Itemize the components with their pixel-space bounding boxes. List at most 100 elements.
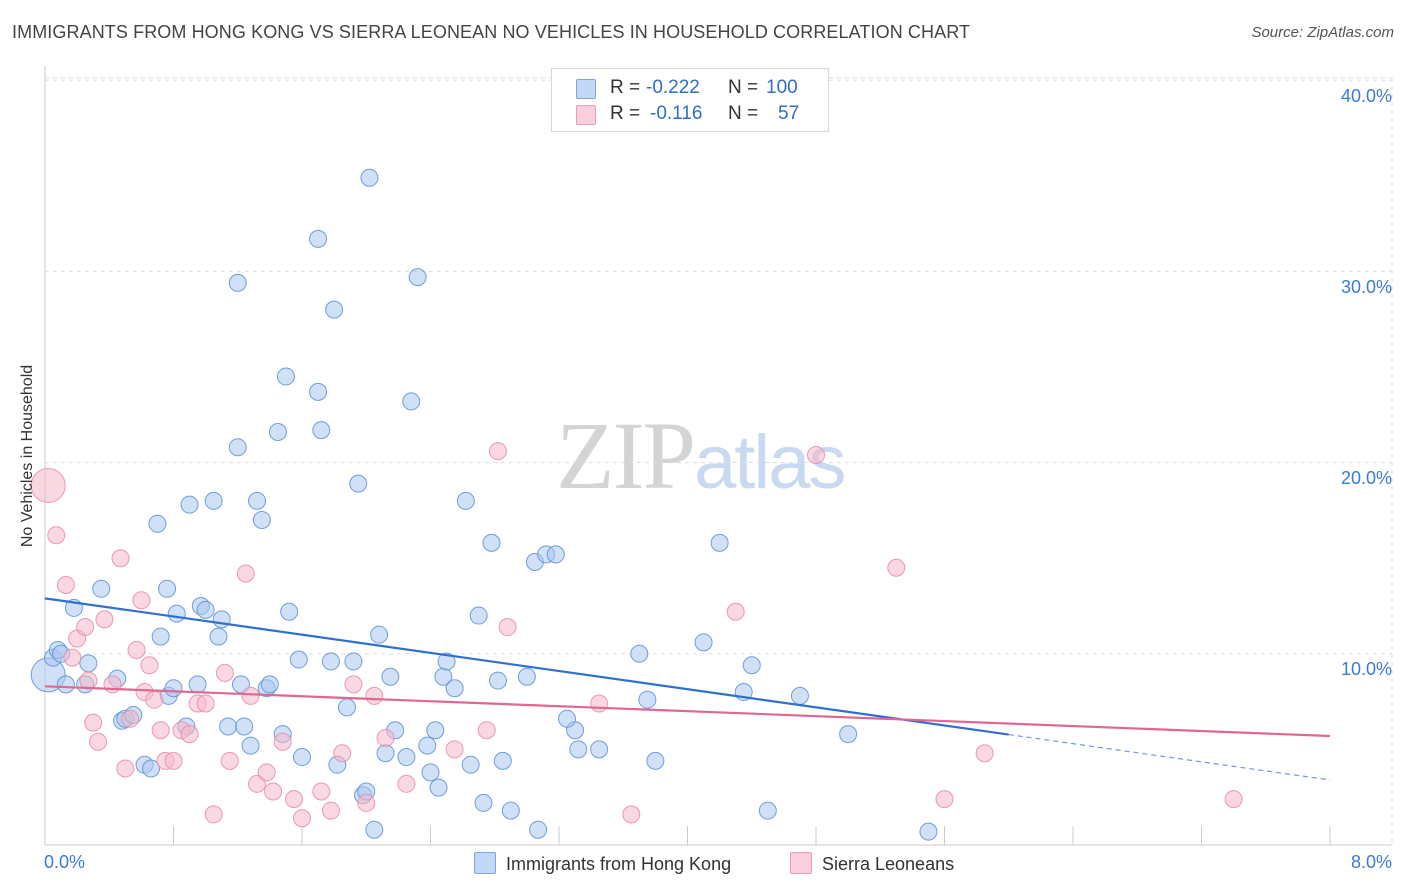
sierra-leonean-point <box>477 721 496 740</box>
hong-kong-point <box>309 382 328 401</box>
series-sierra-leonean-points <box>30 442 1243 828</box>
hong-kong-point <box>445 679 464 698</box>
bottom-legend-swatch-blue <box>474 852 496 874</box>
hong-kong-point <box>919 822 938 841</box>
hong-kong-point <box>638 690 657 709</box>
bottom-legend-hong-kong: Immigrants from Hong Kong <box>474 852 731 875</box>
sierra-leonean-point <box>293 809 311 828</box>
sierra-leonean-point <box>807 445 825 464</box>
hong-kong-point <box>321 652 340 671</box>
sierra-leonean-point <box>397 774 416 793</box>
y-tick-label-30: 30.0% <box>1340 277 1392 297</box>
legend-n-label: N = <box>728 103 759 124</box>
legend-r-value: -0.116 <box>650 103 703 124</box>
hong-kong-point <box>151 627 170 646</box>
sierra-leonean-point <box>887 558 906 577</box>
sierra-leonean-point <box>622 805 641 824</box>
hong-kong-point <box>501 801 520 820</box>
hong-kong-point <box>456 491 475 510</box>
sierra-leonean-point <box>357 793 376 812</box>
series-hong-kong-points <box>30 168 938 841</box>
legend-swatch-blue <box>576 79 596 99</box>
sierra-leonean-point <box>89 732 108 751</box>
hong-kong-point <box>209 627 228 646</box>
sierra-leonean-point <box>312 782 331 801</box>
hong-kong-point <box>421 763 440 782</box>
hong-kong-point <box>196 600 215 619</box>
hong-kong-point <box>488 671 507 690</box>
sierra-leonean-point <box>95 610 114 629</box>
hong-kong-point <box>344 652 363 671</box>
sierra-leonean-point <box>151 721 170 740</box>
hong-kong-point <box>426 721 445 740</box>
sierra-leonean-point <box>220 751 239 770</box>
sierra-leonean-point <box>284 790 303 809</box>
y-tick-label-20: 20.0% <box>1340 468 1392 488</box>
sierra-leonean-point <box>498 618 517 637</box>
hong-kong-point <box>56 675 75 694</box>
trend-line-hong-kong <box>44 597 1009 736</box>
hong-kong-point <box>790 686 809 705</box>
hong-kong-point <box>148 514 167 533</box>
legend-n-value: 100 <box>766 77 798 98</box>
hong-kong-point <box>370 625 389 644</box>
legend-r-label: R = <box>610 103 641 124</box>
hong-kong-point <box>590 740 609 759</box>
sierra-leonean-point <box>127 640 146 659</box>
sierra-leonean-point <box>321 801 340 820</box>
hong-kong-point <box>758 801 777 820</box>
bottom-legend-label-hong-kong: Immigrants from Hong Kong <box>506 854 732 874</box>
y-axis-label: No Vehicles in Household <box>19 364 36 548</box>
hong-kong-point <box>474 793 493 812</box>
sierra-leonean-point <box>164 751 183 770</box>
hong-kong-point <box>381 667 400 686</box>
hong-kong-point <box>418 736 437 755</box>
hong-kong-point <box>235 717 254 736</box>
legend-r-label: R = <box>610 77 641 98</box>
hong-kong-point <box>694 633 713 652</box>
x-tick-label-min: 0.0% <box>44 852 86 872</box>
hong-kong-point <box>349 474 368 493</box>
sierra-leonean-point <box>975 744 994 763</box>
sierra-leonean-point <box>445 740 464 759</box>
sierra-leonean-point <box>257 763 276 782</box>
sierra-leonean-point <box>79 671 98 690</box>
hong-kong-point <box>280 602 299 621</box>
sierra-leonean-point <box>590 694 609 713</box>
sierra-leonean-point <box>236 564 255 583</box>
hong-kong-point <box>493 751 512 770</box>
hong-kong-point <box>188 675 207 694</box>
sierra-leonean-point <box>111 549 130 568</box>
hong-kong-point <box>289 650 308 669</box>
hong-kong-point <box>79 654 98 673</box>
hong-kong-point <box>167 604 186 623</box>
trend-line-sierra-leonean <box>44 685 1331 738</box>
hong-kong-point <box>482 533 501 552</box>
bottom-legend-sierra-leonean: Sierra Leoneans <box>790 852 954 875</box>
trend-line-hong-kong-extension <box>1008 733 1331 781</box>
sierra-leonean-point <box>47 526 66 545</box>
hong-kong-point <box>212 610 231 629</box>
sierra-leonean-point <box>273 732 292 751</box>
hong-kong-point <box>268 423 287 442</box>
hong-kong-point <box>402 392 421 411</box>
legend: R = -0.222 N = 100 R = -0.116 N = 57 <box>551 68 829 132</box>
hong-kong-point <box>180 495 199 514</box>
sierra-leonean-point <box>30 468 66 504</box>
hong-kong-point <box>360 168 379 187</box>
sierra-leonean-point <box>63 648 82 667</box>
sierra-leonean-point <box>215 663 234 682</box>
hong-kong-point <box>742 656 761 675</box>
sierra-leonean-point <box>726 602 745 621</box>
y-tick-label-40: 40.0% <box>1340 86 1392 106</box>
sierra-leonean-point <box>333 744 352 763</box>
trend-lines <box>44 597 1331 781</box>
hong-kong-point <box>142 759 161 778</box>
chart-title: IMMIGRANTS FROM HONG KONG VS SIERRA LEON… <box>12 22 971 42</box>
hong-kong-point <box>337 698 356 717</box>
hong-kong-point <box>558 709 577 728</box>
hong-kong-point <box>546 545 565 564</box>
sierra-leonean-point <box>376 728 395 747</box>
hong-kong-point <box>529 820 548 839</box>
